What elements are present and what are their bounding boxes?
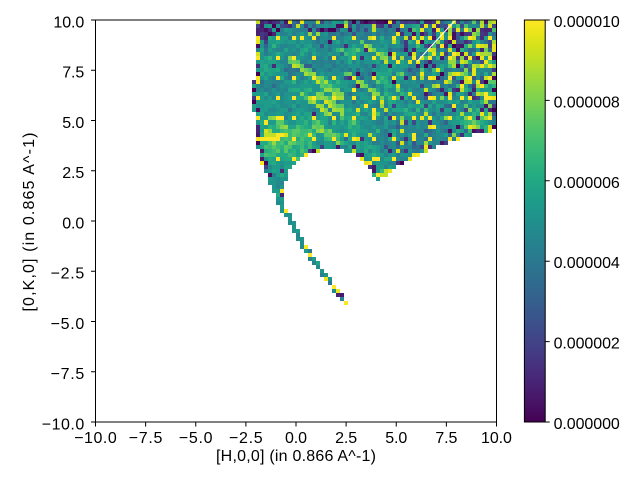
svg-text:−10.0: −10.0 — [42, 416, 85, 433]
svg-text:0.000002: 0.000002 — [554, 336, 620, 353]
svg-text:0.000004: 0.000004 — [554, 255, 620, 272]
svg-text:0.000006: 0.000006 — [554, 175, 620, 192]
svg-text:[H,0,0] (in 0.866 A^-1): [H,0,0] (in 0.866 A^-1) — [216, 448, 376, 465]
svg-text:−2.5: −2.5 — [229, 430, 263, 447]
svg-text:5.0: 5.0 — [62, 115, 84, 132]
svg-text:0.000000: 0.000000 — [554, 416, 620, 433]
svg-text:−5.0: −5.0 — [179, 430, 213, 447]
svg-text:0.000008: 0.000008 — [554, 94, 620, 111]
svg-text:10.0: 10.0 — [53, 14, 84, 31]
svg-text:[0,K,0] (in 0.865 A^-1): [0,K,0] (in 0.865 A^-1) — [21, 133, 38, 312]
svg-text:2.5: 2.5 — [335, 430, 357, 447]
svg-text:7.5: 7.5 — [435, 430, 457, 447]
svg-text:5.0: 5.0 — [385, 430, 407, 447]
svg-text:7.5: 7.5 — [62, 65, 84, 82]
svg-text:0.0: 0.0 — [62, 215, 84, 232]
svg-text:−10.0: −10.0 — [74, 430, 117, 447]
svg-text:0.0: 0.0 — [285, 430, 307, 447]
svg-text:−7.5: −7.5 — [129, 430, 163, 447]
svg-text:−7.5: −7.5 — [51, 366, 85, 383]
svg-text:−2.5: −2.5 — [51, 266, 85, 283]
svg-text:10.0: 10.0 — [481, 430, 512, 447]
svg-text:2.5: 2.5 — [62, 165, 84, 182]
svg-text:0.000010: 0.000010 — [554, 14, 620, 31]
svg-text:−5.0: −5.0 — [51, 316, 85, 333]
